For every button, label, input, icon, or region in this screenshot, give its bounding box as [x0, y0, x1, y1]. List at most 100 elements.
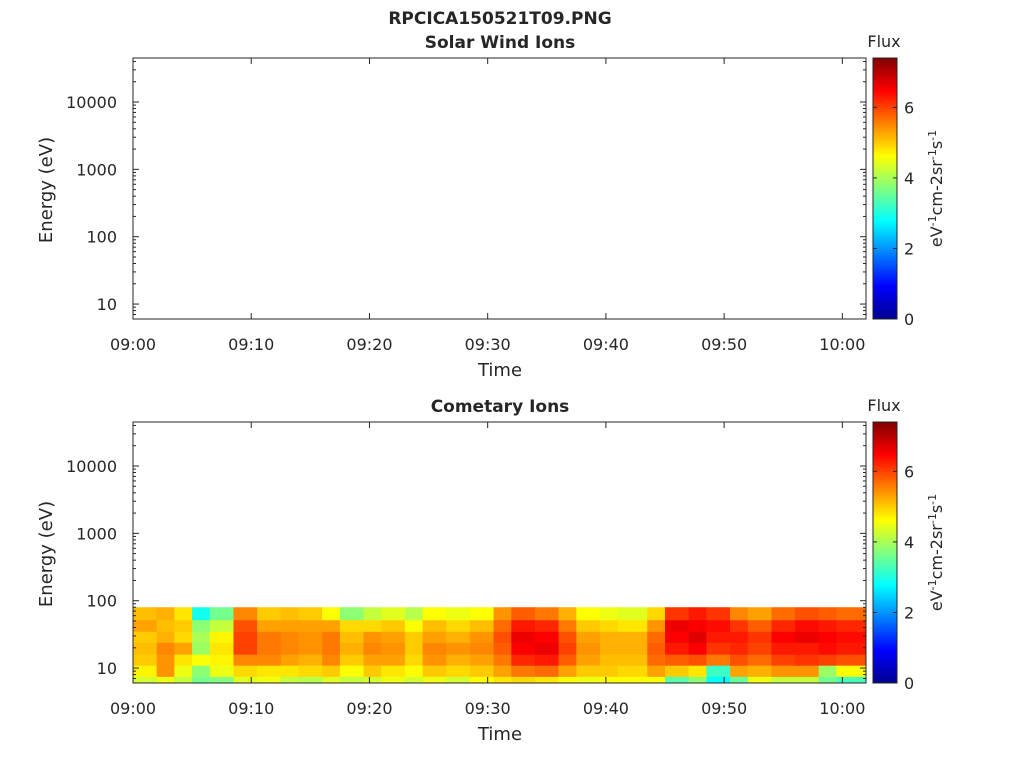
heatmap-cell [706, 631, 731, 643]
y-tick-label: 10 [97, 295, 117, 314]
heatmap-cell [795, 654, 820, 666]
heatmap-cell [818, 665, 837, 677]
x-tick-label: 09:10 [228, 335, 274, 354]
heatmap-cell [156, 607, 175, 621]
heatmap-cell [192, 665, 211, 677]
heatmap-cell [209, 607, 234, 621]
heatmap-cell [836, 607, 867, 621]
heatmap-cell [576, 619, 601, 632]
heatmap-cell [836, 654, 867, 666]
colorbar-tick-label: 2 [904, 603, 914, 622]
heatmap-cell [706, 654, 731, 666]
heatmap-cell [665, 619, 690, 632]
heatmap-cell [730, 654, 749, 666]
heatmap-cell [257, 665, 282, 677]
heatmap-cell [771, 642, 796, 655]
heatmap-cell [363, 676, 382, 684]
heatmap-cell [730, 631, 749, 643]
heatmap-cell [647, 631, 666, 643]
heatmap-cell [422, 619, 447, 632]
x-tick-label: 09:10 [228, 699, 274, 718]
colorbar-tick-label: 4 [904, 169, 914, 188]
heatmap-cell [156, 631, 175, 643]
y-tick-label: 1000 [76, 524, 117, 543]
heatmap-cell [534, 631, 560, 643]
heatmap-cell [156, 654, 175, 666]
heatmap-cell [818, 619, 837, 632]
colorbar-units-label: eV-1cm-2sr-1s-1 [926, 130, 946, 247]
heatmap-cell [599, 619, 619, 632]
heatmap-cell [617, 619, 648, 632]
heatmap-cell [174, 665, 193, 677]
colorbar-units-label: eV-1cm-2sr-1s-1 [926, 494, 946, 611]
heatmap-cell [647, 676, 666, 684]
heatmap-cell [665, 607, 690, 621]
heatmap-cell [192, 642, 211, 655]
heatmap-cell [647, 642, 666, 655]
heatmap-cell [257, 607, 282, 621]
heatmap-cell [493, 654, 512, 666]
heatmap-cell [280, 665, 299, 677]
heatmap-cell [363, 642, 382, 655]
heatmap-cell [156, 619, 175, 632]
heatmap-cell [298, 631, 323, 643]
y-axis-label: Energy (eV) [36, 501, 57, 607]
heatmap-cell [298, 642, 323, 655]
heatmap-cell [576, 676, 601, 684]
heatmap-cell [617, 631, 648, 643]
heatmap-cell [322, 665, 341, 677]
figure-title: RPCICA150521T09.PNG [388, 9, 611, 29]
heatmap-cell [617, 654, 648, 666]
heatmap-cell [688, 654, 707, 666]
heatmap-cell [647, 654, 666, 666]
heatmap-cell [257, 676, 282, 684]
heatmap-cell [322, 676, 341, 684]
heatmap-cell [446, 619, 471, 632]
heatmap-cell [747, 619, 772, 632]
y-tick-label: 100 [86, 592, 117, 611]
heatmap-cell [339, 631, 364, 643]
heatmap-cell [617, 607, 648, 621]
heatmap-cell [771, 607, 796, 621]
x-tick-label: 09:20 [346, 699, 392, 718]
heatmap-cell [209, 619, 234, 632]
heatmap-cell [558, 676, 577, 684]
heatmap-cell [280, 654, 299, 666]
heatmap-cell [363, 654, 382, 666]
heatmap-cell [209, 642, 234, 655]
heatmap-cell [688, 642, 707, 655]
heatmap-cell [818, 676, 837, 684]
panel-title: Solar Wind Ions [425, 33, 576, 53]
heatmap-cell [192, 676, 211, 684]
axes: 09:00 09:10 09:20 09:30 09:40 09:50 10:00 10 100… [66, 57, 867, 354]
heatmap-cell [534, 619, 560, 632]
heatmap-cell [493, 619, 512, 632]
heatmap-cell [599, 676, 619, 684]
heatmap-cell [298, 654, 323, 666]
colorbar-title: Flux [867, 32, 900, 51]
heatmap-cell [730, 607, 749, 621]
heatmap-cell [363, 631, 382, 643]
heatmap-cell [257, 619, 282, 632]
heatmap-cell [795, 642, 820, 655]
heatmap-cell [192, 607, 211, 621]
heatmap-cell [493, 676, 512, 684]
heatmap-cell [339, 607, 364, 621]
heatmap-cell [818, 642, 837, 655]
x-tick-label: 10:00 [819, 335, 865, 354]
heatmap-cell [747, 676, 772, 684]
heatmap-cell [381, 665, 406, 677]
heatmap-cell [617, 665, 648, 677]
heatmap-cell [209, 676, 234, 684]
heatmap-cell [298, 619, 323, 632]
heatmap-cell [706, 607, 731, 621]
heatmap-cell [688, 631, 707, 643]
heatmap-cell [511, 676, 536, 684]
heatmap-cell [771, 654, 796, 666]
heatmap-cell [209, 665, 234, 677]
heatmap-cell [257, 642, 282, 655]
colorbar-tick-label: 4 [904, 533, 914, 552]
colorbar-gradient [872, 57, 898, 320]
heatmap-cell [469, 654, 494, 666]
